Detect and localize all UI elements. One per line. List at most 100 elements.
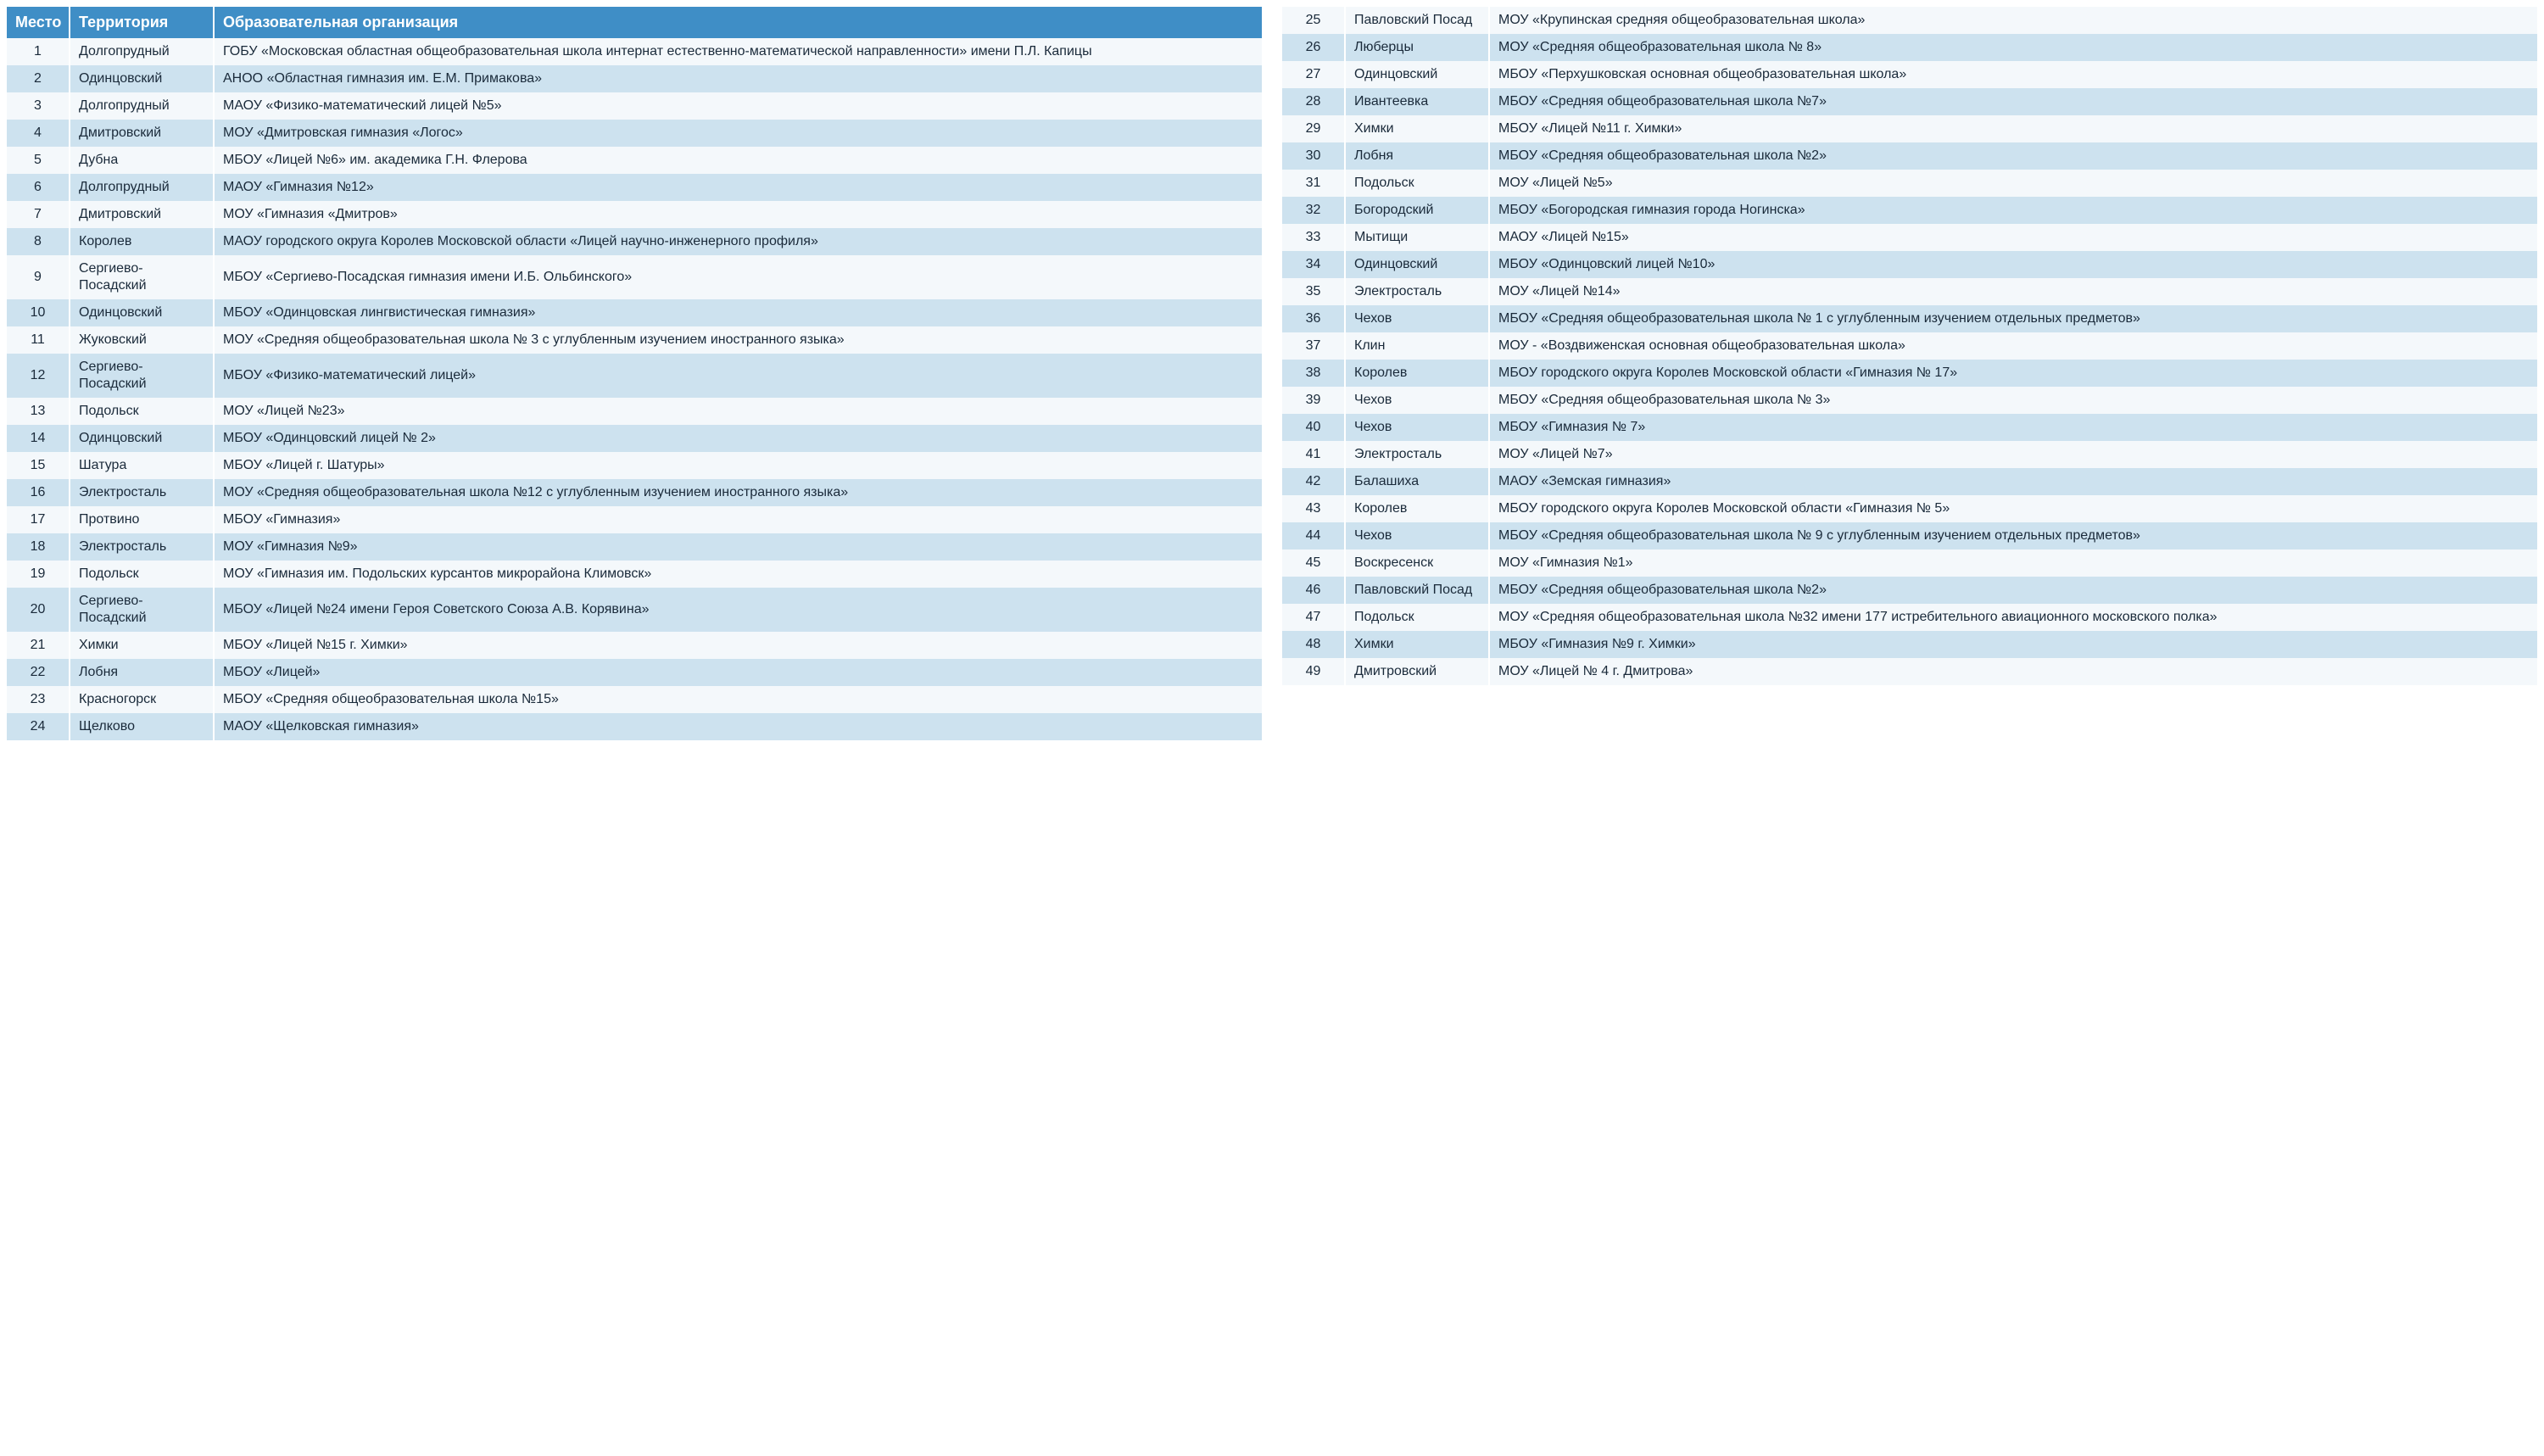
cell-org: МОУ «Гимназия им. Подольских курсантов м… <box>214 561 1262 588</box>
cell-territory: Долгопрудный <box>70 92 214 120</box>
cell-territory: Балашиха <box>1345 468 1489 495</box>
cell-territory: Лобня <box>1345 142 1489 170</box>
cell-org: МБОУ «Одинцовская лингвистическая гимназ… <box>214 299 1262 326</box>
cell-rank: 47 <box>1282 604 1345 631</box>
cell-rank: 21 <box>7 632 70 659</box>
cell-org: МОУ «Лицей №14» <box>1489 278 2537 305</box>
table-row: 19ПодольскМОУ «Гимназия им. Подольских к… <box>7 561 1262 588</box>
table-row: 25Павловский ПосадМОУ «Крупинская средня… <box>1282 7 2537 34</box>
cell-org: МБОУ городского округа Королев Московско… <box>1489 360 2537 387</box>
cell-org: МОУ «Средняя общеобразовательная школа №… <box>214 479 1262 506</box>
cell-territory: Протвино <box>70 506 214 533</box>
cell-org: МБОУ «Одинцовский лицей №10» <box>1489 251 2537 278</box>
cell-rank: 2 <box>7 65 70 92</box>
cell-territory: Электросталь <box>70 533 214 561</box>
table-row: 37КлинМОУ - «Воздвиженская основная обще… <box>1282 332 2537 360</box>
table-row: 14ОдинцовскийМБОУ «Одинцовский лицей № 2… <box>7 425 1262 452</box>
cell-rank: 26 <box>1282 34 1345 61</box>
cell-rank: 12 <box>7 354 70 398</box>
cell-org: МАОУ городского округа Королев Московско… <box>214 228 1262 255</box>
table-row: 7ДмитровскийМОУ «Гимназия «Дмитров» <box>7 201 1262 228</box>
cell-rank: 8 <box>7 228 70 255</box>
cell-territory: Королев <box>1345 495 1489 522</box>
cell-territory: Химки <box>1345 115 1489 142</box>
cell-org: МОУ «Гимназия №9» <box>214 533 1262 561</box>
cell-rank: 40 <box>1282 414 1345 441</box>
cell-territory: Одинцовский <box>70 425 214 452</box>
cell-territory: Мытищи <box>1345 224 1489 251</box>
table-row: 36ЧеховМБОУ «Средняя общеобразовательная… <box>1282 305 2537 332</box>
cell-territory: Подольск <box>70 561 214 588</box>
cell-territory: Клин <box>1345 332 1489 360</box>
cell-territory: Лобня <box>70 659 214 686</box>
cell-org: МОУ - «Воздвиженская основная общеобразо… <box>1489 332 2537 360</box>
table-row: 49ДмитровскийМОУ «Лицей № 4 г. Дмитрова» <box>1282 658 2537 685</box>
table-row: 6ДолгопрудныйМАОУ «Гимназия №12» <box>7 174 1262 201</box>
cell-rank: 39 <box>1282 387 1345 414</box>
table-row: 5ДубнаМБОУ «Лицей №6» им. академика Г.Н.… <box>7 147 1262 174</box>
cell-territory: Сергиево-Посадский <box>70 255 214 299</box>
cell-rank: 16 <box>7 479 70 506</box>
table-row: 18ЭлектростальМОУ «Гимназия №9» <box>7 533 1262 561</box>
table-row: 8КоролевМАОУ городского округа Королев М… <box>7 228 1262 255</box>
cell-rank: 31 <box>1282 170 1345 197</box>
table-row: 3ДолгопрудныйМАОУ «Физико-математический… <box>7 92 1262 120</box>
table-row: 38КоролевМБОУ городского округа Королев … <box>1282 360 2537 387</box>
cell-org: МБОУ «Богородская гимназия города Ногинс… <box>1489 197 2537 224</box>
cell-org: АНОО «Областная гимназия им. Е.М. Примак… <box>214 65 1262 92</box>
cell-territory: Одинцовский <box>70 299 214 326</box>
cell-territory: Подольск <box>1345 170 1489 197</box>
cell-org: МОУ «Лицей №5» <box>1489 170 2537 197</box>
cell-territory: Дмитровский <box>1345 658 1489 685</box>
cell-rank: 29 <box>1282 115 1345 142</box>
cell-territory: Одинцовский <box>1345 61 1489 88</box>
cell-org: МБОУ «Гимназия» <box>214 506 1262 533</box>
table-row: 43КоролевМБОУ городского округа Королев … <box>1282 495 2537 522</box>
table-row: 39ЧеховМБОУ «Средняя общеобразовательная… <box>1282 387 2537 414</box>
cell-org: МАОУ «Гимназия №12» <box>214 174 1262 201</box>
cell-rank: 34 <box>1282 251 1345 278</box>
cell-org: МОУ «Лицей № 4 г. Дмитрова» <box>1489 658 2537 685</box>
cell-rank: 45 <box>1282 549 1345 577</box>
table-row: 28ИвантеевкаМБОУ «Средняя общеобразовате… <box>1282 88 2537 115</box>
cell-org: МБОУ «Физико-математический лицей» <box>214 354 1262 398</box>
table-row: 46Павловский ПосадМБОУ «Средняя общеобра… <box>1282 577 2537 604</box>
cell-rank: 42 <box>1282 468 1345 495</box>
table-row: 20Сергиево-ПосадскийМБОУ «Лицей №24 имен… <box>7 588 1262 632</box>
table-row: 22ЛобняМБОУ «Лицей» <box>7 659 1262 686</box>
table-row: 23КрасногорскМБОУ «Средняя общеобразоват… <box>7 686 1262 713</box>
col-territory: Территория <box>70 7 214 38</box>
cell-territory: Чехов <box>1345 522 1489 549</box>
cell-rank: 1 <box>7 38 70 65</box>
table-row: 32БогородскийМБОУ «Богородская гимназия … <box>1282 197 2537 224</box>
cell-rank: 19 <box>7 561 70 588</box>
cell-rank: 9 <box>7 255 70 299</box>
cell-territory: Чехов <box>1345 414 1489 441</box>
cell-territory: Электросталь <box>1345 441 1489 468</box>
cell-org: МОУ «Гимназия №1» <box>1489 549 2537 577</box>
cell-territory: Ивантеевка <box>1345 88 1489 115</box>
cell-org: МБОУ «Средняя общеобразовательная школа … <box>1489 387 2537 414</box>
cell-territory: Шатура <box>70 452 214 479</box>
table-row: 40ЧеховМБОУ «Гимназия № 7» <box>1282 414 2537 441</box>
cell-rank: 5 <box>7 147 70 174</box>
table-row: 33МытищиМАОУ «Лицей №15» <box>1282 224 2537 251</box>
cell-org: МБОУ «Сергиево-Посадская гимназия имени … <box>214 255 1262 299</box>
cell-rank: 37 <box>1282 332 1345 360</box>
cell-org: МБОУ «Средняя общеобразовательная школа … <box>1489 577 2537 604</box>
table-row: 12Сергиево-ПосадскийМБОУ «Физико-математ… <box>7 354 1262 398</box>
cell-territory: Богородский <box>1345 197 1489 224</box>
cell-territory: Электросталь <box>70 479 214 506</box>
table-row: 9Сергиево-ПосадскийМБОУ «Сергиево-Посадс… <box>7 255 1262 299</box>
cell-territory: Королев <box>70 228 214 255</box>
cell-territory: Воскресенск <box>1345 549 1489 577</box>
cell-org: МОУ «Средняя общеобразовательная школа №… <box>214 326 1262 354</box>
table-row: 42БалашихаМАОУ «Земская гимназия» <box>1282 468 2537 495</box>
cell-org: МОУ «Средняя общеобразовательная школа №… <box>1489 604 2537 631</box>
cell-org: МБОУ «Лицей» <box>214 659 1262 686</box>
cell-rank: 48 <box>1282 631 1345 658</box>
cell-org: МОУ «Лицей №23» <box>214 398 1262 425</box>
cell-rank: 23 <box>7 686 70 713</box>
cell-rank: 3 <box>7 92 70 120</box>
ranking-table-left: Место Территория Образовательная организ… <box>7 7 1262 740</box>
